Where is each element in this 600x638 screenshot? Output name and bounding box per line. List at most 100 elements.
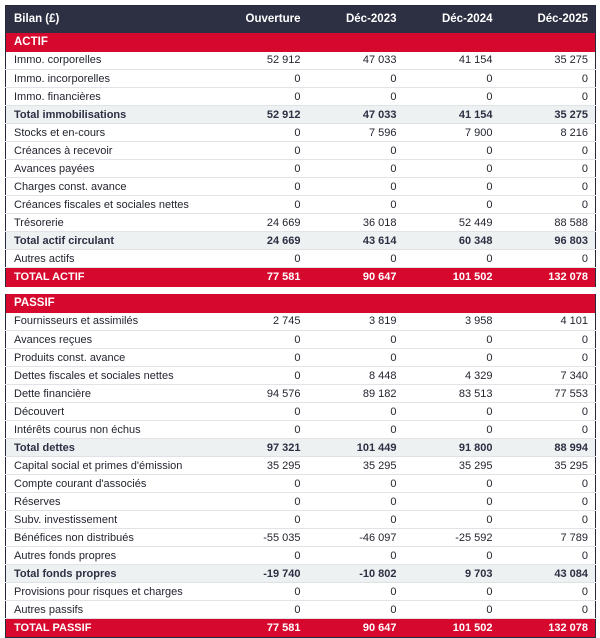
cell-value: 0 xyxy=(499,177,596,196)
cell-value: 43 614 xyxy=(307,231,404,250)
cell-value: 0 xyxy=(211,582,308,601)
table-row: Intérêts courus non échus 0 0 0 0 xyxy=(5,420,596,439)
cell-value: 0 xyxy=(211,195,308,214)
cell-value: 0 xyxy=(307,330,404,349)
cell-value: 0 xyxy=(403,141,500,160)
cell-value: 0 xyxy=(499,69,596,88)
row-label: Immo. incorporelles xyxy=(5,69,212,88)
cell-value: 0 xyxy=(403,402,500,421)
cell-value: 0 xyxy=(499,141,596,160)
cell-value: 0 xyxy=(499,402,596,421)
cell-value: 7 900 xyxy=(403,123,500,142)
row-label: Total actif circulant xyxy=(5,231,212,250)
cell-value: 47 033 xyxy=(307,105,404,124)
cell-value: 83 513 xyxy=(403,384,500,403)
row-label: Bénéfices non distribués xyxy=(5,528,212,547)
cell-value: 90 647 xyxy=(307,267,404,287)
table-row: Immo. corporelles 52 912 47 033 41 154 35 27… xyxy=(5,51,596,70)
cell-value: 24 669 xyxy=(211,231,308,250)
row-label: Créances fiscales et sociales nettes xyxy=(5,195,212,214)
cell-value: 88 588 xyxy=(499,213,596,232)
row-label: Compte courant d'associés xyxy=(5,474,212,493)
row-label: Fournisseurs et assimilés xyxy=(5,312,212,331)
cell-value: 60 348 xyxy=(403,231,500,250)
table-row: Stocks et en-cours 0 7 596 7 900 8 216 xyxy=(5,123,596,142)
cell-value: 0 xyxy=(403,348,500,367)
table-row: Compte courant d'associés 0 0 0 0 xyxy=(5,474,596,493)
cell-value: 0 xyxy=(211,510,308,529)
cell-value: 0 xyxy=(211,330,308,349)
cell-value: 8 448 xyxy=(307,366,404,385)
balance-sheet-table: Bilan (£) Ouverture Déc-2023 Déc-2024 Dé… xyxy=(5,5,596,638)
table-row: Capital social et primes d'émission 35 29… xyxy=(5,456,596,475)
cell-value: 35 295 xyxy=(499,456,596,475)
cell-value: 0 xyxy=(307,582,404,601)
cell-value: 0 xyxy=(307,510,404,529)
row-label: Intérêts courus non échus xyxy=(5,420,212,439)
table-row: Bénéfices non distribués -55 035 -46 097 -2… xyxy=(5,528,596,547)
cell-value: 77 581 xyxy=(211,267,308,287)
cell-value: 0 xyxy=(211,600,308,619)
row-label: Stocks et en-cours xyxy=(5,123,212,142)
table-row: Charges const. avance 0 0 0 0 xyxy=(5,177,596,196)
row-label: TOTAL ACTIF xyxy=(5,267,212,287)
cell-value: 0 xyxy=(499,510,596,529)
row-label: Charges const. avance xyxy=(5,177,212,196)
section-banner: PASSIF xyxy=(5,293,596,313)
cell-value: 0 xyxy=(307,141,404,160)
cell-value: 4 101 xyxy=(499,312,596,331)
column-header-ouverture: Ouverture xyxy=(211,5,308,33)
cell-value: 0 xyxy=(403,69,500,88)
cell-value: 0 xyxy=(307,348,404,367)
cell-value: 91 800 xyxy=(403,438,500,457)
row-label: Immo. financières xyxy=(5,87,212,106)
cell-value: 0 xyxy=(307,177,404,196)
cell-value: 97 321 xyxy=(211,438,308,457)
cell-value: 0 xyxy=(211,402,308,421)
cell-value: 0 xyxy=(499,249,596,268)
cell-value: 35 295 xyxy=(211,456,308,475)
cell-value: 0 xyxy=(499,348,596,367)
table-row: Immo. incorporelles 0 0 0 0 xyxy=(5,69,596,88)
cell-value: 132 078 xyxy=(499,267,596,287)
cell-value: 7 340 xyxy=(499,366,596,385)
row-label: Autres fonds propres xyxy=(5,546,212,565)
table-row: Autres actifs 0 0 0 0 xyxy=(5,249,596,268)
cell-value: 7 789 xyxy=(499,528,596,547)
cell-value: 0 xyxy=(403,159,500,178)
cell-value: 3 958 xyxy=(403,312,500,331)
row-label: Total dettes xyxy=(5,438,212,457)
table-header: Bilan (£) Ouverture Déc-2023 Déc-2024 Dé… xyxy=(5,5,596,33)
cell-value: 52 912 xyxy=(211,105,308,124)
table-row: Trésorerie 24 669 36 018 52 449 88 588 xyxy=(5,213,596,232)
cell-value: 35 295 xyxy=(403,456,500,475)
table-title: Bilan (£) xyxy=(5,5,212,33)
table-row: Dette financière 94 576 89 182 83 513 77 553 xyxy=(5,384,596,403)
cell-value: 35 275 xyxy=(499,105,596,124)
cell-value: 77 581 xyxy=(211,618,308,638)
table-row: Total fonds propres -19 740 -10 802 9 703 43… xyxy=(5,564,596,583)
cell-value: 24 669 xyxy=(211,213,308,232)
cell-value: 0 xyxy=(403,474,500,493)
cell-value: 90 647 xyxy=(307,618,404,638)
column-header-dec-2025: Déc-2025 xyxy=(499,5,596,33)
cell-value: 2 745 xyxy=(211,312,308,331)
row-label: Trésorerie xyxy=(5,213,212,232)
cell-value: 101 449 xyxy=(307,438,404,457)
row-label: Total fonds propres xyxy=(5,564,212,583)
cell-value: 0 xyxy=(211,69,308,88)
row-label: Produits const. avance xyxy=(5,348,212,367)
table-row: Total immobilisations 52 912 47 033 41 154 3… xyxy=(5,105,596,124)
row-label: Total immobilisations xyxy=(5,105,212,124)
table-row: Immo. financières 0 0 0 0 xyxy=(5,87,596,106)
cell-value: 0 xyxy=(211,420,308,439)
row-label: Découvert xyxy=(5,402,212,421)
cell-value: 101 502 xyxy=(403,618,500,638)
cell-value: 0 xyxy=(211,123,308,142)
cell-value: 0 xyxy=(307,402,404,421)
row-label: Créances à recevoir xyxy=(5,141,212,160)
row-label: Subv. investissement xyxy=(5,510,212,529)
cell-value: 0 xyxy=(499,600,596,619)
row-label: Avances payées xyxy=(5,159,212,178)
